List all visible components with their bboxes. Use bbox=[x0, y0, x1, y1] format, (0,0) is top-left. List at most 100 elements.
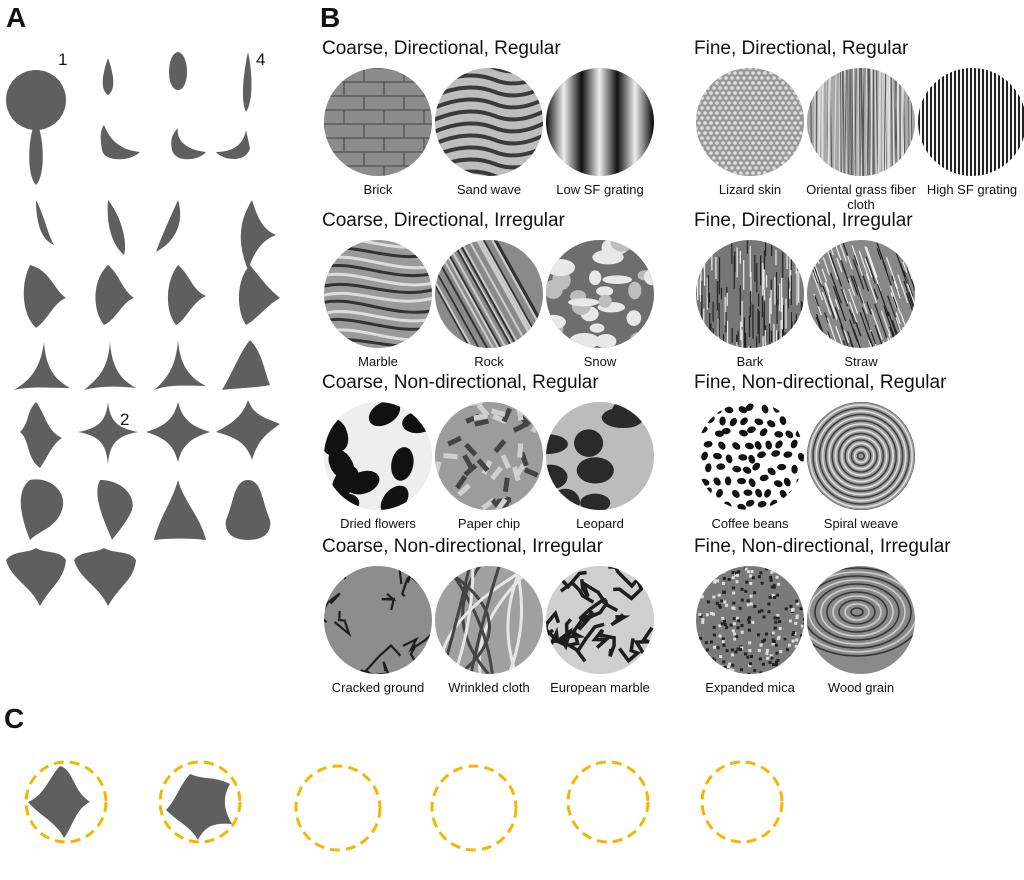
morph-shape-21 bbox=[20, 402, 62, 468]
morph-shape-24 bbox=[216, 400, 280, 460]
texture-caption: Oriental grass fiber cloth bbox=[798, 182, 924, 212]
texture-spiral-svg bbox=[807, 402, 915, 510]
texture-marble-svg bbox=[324, 240, 432, 348]
texture-flowers-svg bbox=[324, 402, 432, 510]
texture-paper bbox=[435, 402, 543, 510]
texture-sand bbox=[435, 68, 543, 176]
texture-coffee-svg bbox=[696, 402, 804, 510]
morph-shape-28 bbox=[226, 480, 271, 540]
texture-leopard bbox=[546, 402, 654, 510]
texture-spiral bbox=[807, 402, 915, 510]
shape-number-4: 4 bbox=[256, 50, 265, 70]
panel-label-b: B bbox=[320, 2, 340, 34]
shape-grid-svg bbox=[0, 40, 300, 620]
group-title: Coarse, Directional, Regular bbox=[322, 38, 561, 60]
group-title: Fine, Non-directional, Irregular bbox=[694, 536, 951, 558]
texture-marble bbox=[324, 240, 432, 348]
texture-caption: Coffee beans bbox=[687, 516, 813, 531]
morph-shape-16 bbox=[239, 265, 280, 325]
texture-rock bbox=[435, 240, 543, 348]
texture-caption: Rock bbox=[426, 354, 552, 369]
texture-caption: Paper chip bbox=[426, 516, 552, 531]
shape-grid bbox=[0, 40, 300, 620]
morph-shape-2 bbox=[103, 58, 114, 95]
morph-shape-30 bbox=[74, 548, 136, 606]
morph-shape-7 bbox=[171, 128, 206, 159]
texture-lowsf-svg bbox=[546, 68, 654, 176]
texture-caption: Brick bbox=[315, 182, 441, 197]
texture-caption: Lizard skin bbox=[687, 182, 813, 197]
texture-caption: European marble bbox=[537, 680, 663, 695]
morph-shape-25 bbox=[21, 479, 63, 540]
morph-shape-19 bbox=[154, 340, 206, 390]
morph-shape-27 bbox=[154, 480, 206, 540]
morph-shape-23 bbox=[146, 402, 210, 462]
morph-shape-20 bbox=[222, 340, 270, 390]
texture-cloth bbox=[435, 566, 543, 674]
group-title: Fine, Non-directional, Regular bbox=[694, 372, 946, 394]
texture-caption: Bark bbox=[687, 354, 813, 369]
group-title: Fine, Directional, Irregular bbox=[694, 210, 913, 232]
texture-caption: Dried flowers bbox=[315, 516, 441, 531]
texture-mica-svg bbox=[696, 566, 804, 674]
texture-caption: Cracked ground bbox=[315, 680, 441, 695]
morph-shape-13 bbox=[24, 265, 66, 328]
texture-grass-svg bbox=[807, 68, 915, 176]
dashed-ring-4 bbox=[432, 766, 516, 850]
morph-shape-5 bbox=[29, 120, 43, 185]
morph-shape-4 bbox=[243, 52, 252, 112]
example-brick-texture bbox=[1017, 766, 1024, 875]
texture-brick bbox=[324, 68, 432, 176]
texture-wood-svg bbox=[807, 566, 915, 674]
morph-shape-9 bbox=[36, 200, 54, 245]
morph-shape-29 bbox=[6, 548, 66, 606]
morph-shape-3 bbox=[169, 52, 187, 90]
texture-rock-svg bbox=[435, 240, 543, 348]
texture-wood bbox=[807, 566, 915, 674]
texture-caption: Wood grain bbox=[798, 680, 924, 695]
dashed-ring-6 bbox=[702, 762, 782, 842]
shape-number-2: 2 bbox=[120, 410, 129, 430]
morph-shape-14 bbox=[95, 265, 134, 325]
stimulus-examples-svg bbox=[0, 740, 1024, 875]
morph-shape-17 bbox=[14, 342, 70, 390]
texture-caption: High SF grating bbox=[909, 182, 1024, 197]
group-title: Fine, Directional, Regular bbox=[694, 38, 908, 60]
texture-leopard-svg bbox=[546, 402, 654, 510]
example-shape-2 bbox=[166, 774, 232, 840]
texture-caption: Leopard bbox=[537, 516, 663, 531]
morph-shape-6 bbox=[101, 125, 140, 159]
texture-lowsf bbox=[546, 68, 654, 176]
texture-cracked bbox=[324, 566, 432, 674]
morph-shape-15 bbox=[168, 265, 206, 325]
texture-lizard bbox=[696, 68, 804, 176]
texture-caption: Wrinkled cloth bbox=[426, 680, 552, 695]
texture-lizard-svg bbox=[696, 68, 804, 176]
dashed-ring-3 bbox=[296, 766, 380, 850]
texture-caption: Straw bbox=[798, 354, 924, 369]
texture-bark bbox=[696, 240, 804, 348]
morph-shape-12 bbox=[241, 200, 276, 270]
texture-brick-svg bbox=[324, 68, 432, 176]
group-title: Coarse, Non-directional, Regular bbox=[322, 372, 599, 394]
morph-shape-8 bbox=[216, 130, 250, 159]
panel-label-a: A bbox=[6, 2, 26, 34]
texture-bark-svg bbox=[696, 240, 804, 348]
texture-mica bbox=[696, 566, 804, 674]
texture-caption: Snow bbox=[537, 354, 663, 369]
panel-label-c: C bbox=[4, 703, 24, 735]
texture-caption: Spiral weave bbox=[798, 516, 924, 531]
texture-caption: Low SF grating bbox=[537, 182, 663, 197]
shape-number-1: 1 bbox=[58, 50, 67, 70]
group-title: Coarse, Non-directional, Irregular bbox=[322, 536, 603, 558]
morph-shape-10 bbox=[108, 200, 125, 255]
texture-sand-svg bbox=[435, 68, 543, 176]
texture-caption: Sand wave bbox=[426, 182, 552, 197]
texture-grass bbox=[807, 68, 915, 176]
texture-straw-svg bbox=[807, 240, 915, 348]
texture-coffee bbox=[696, 402, 804, 510]
dashed-ring-5 bbox=[568, 762, 648, 842]
texture-euromarble-svg bbox=[546, 566, 654, 674]
group-title: Coarse, Directional, Irregular bbox=[322, 210, 565, 232]
morph-shape-26 bbox=[97, 480, 132, 540]
